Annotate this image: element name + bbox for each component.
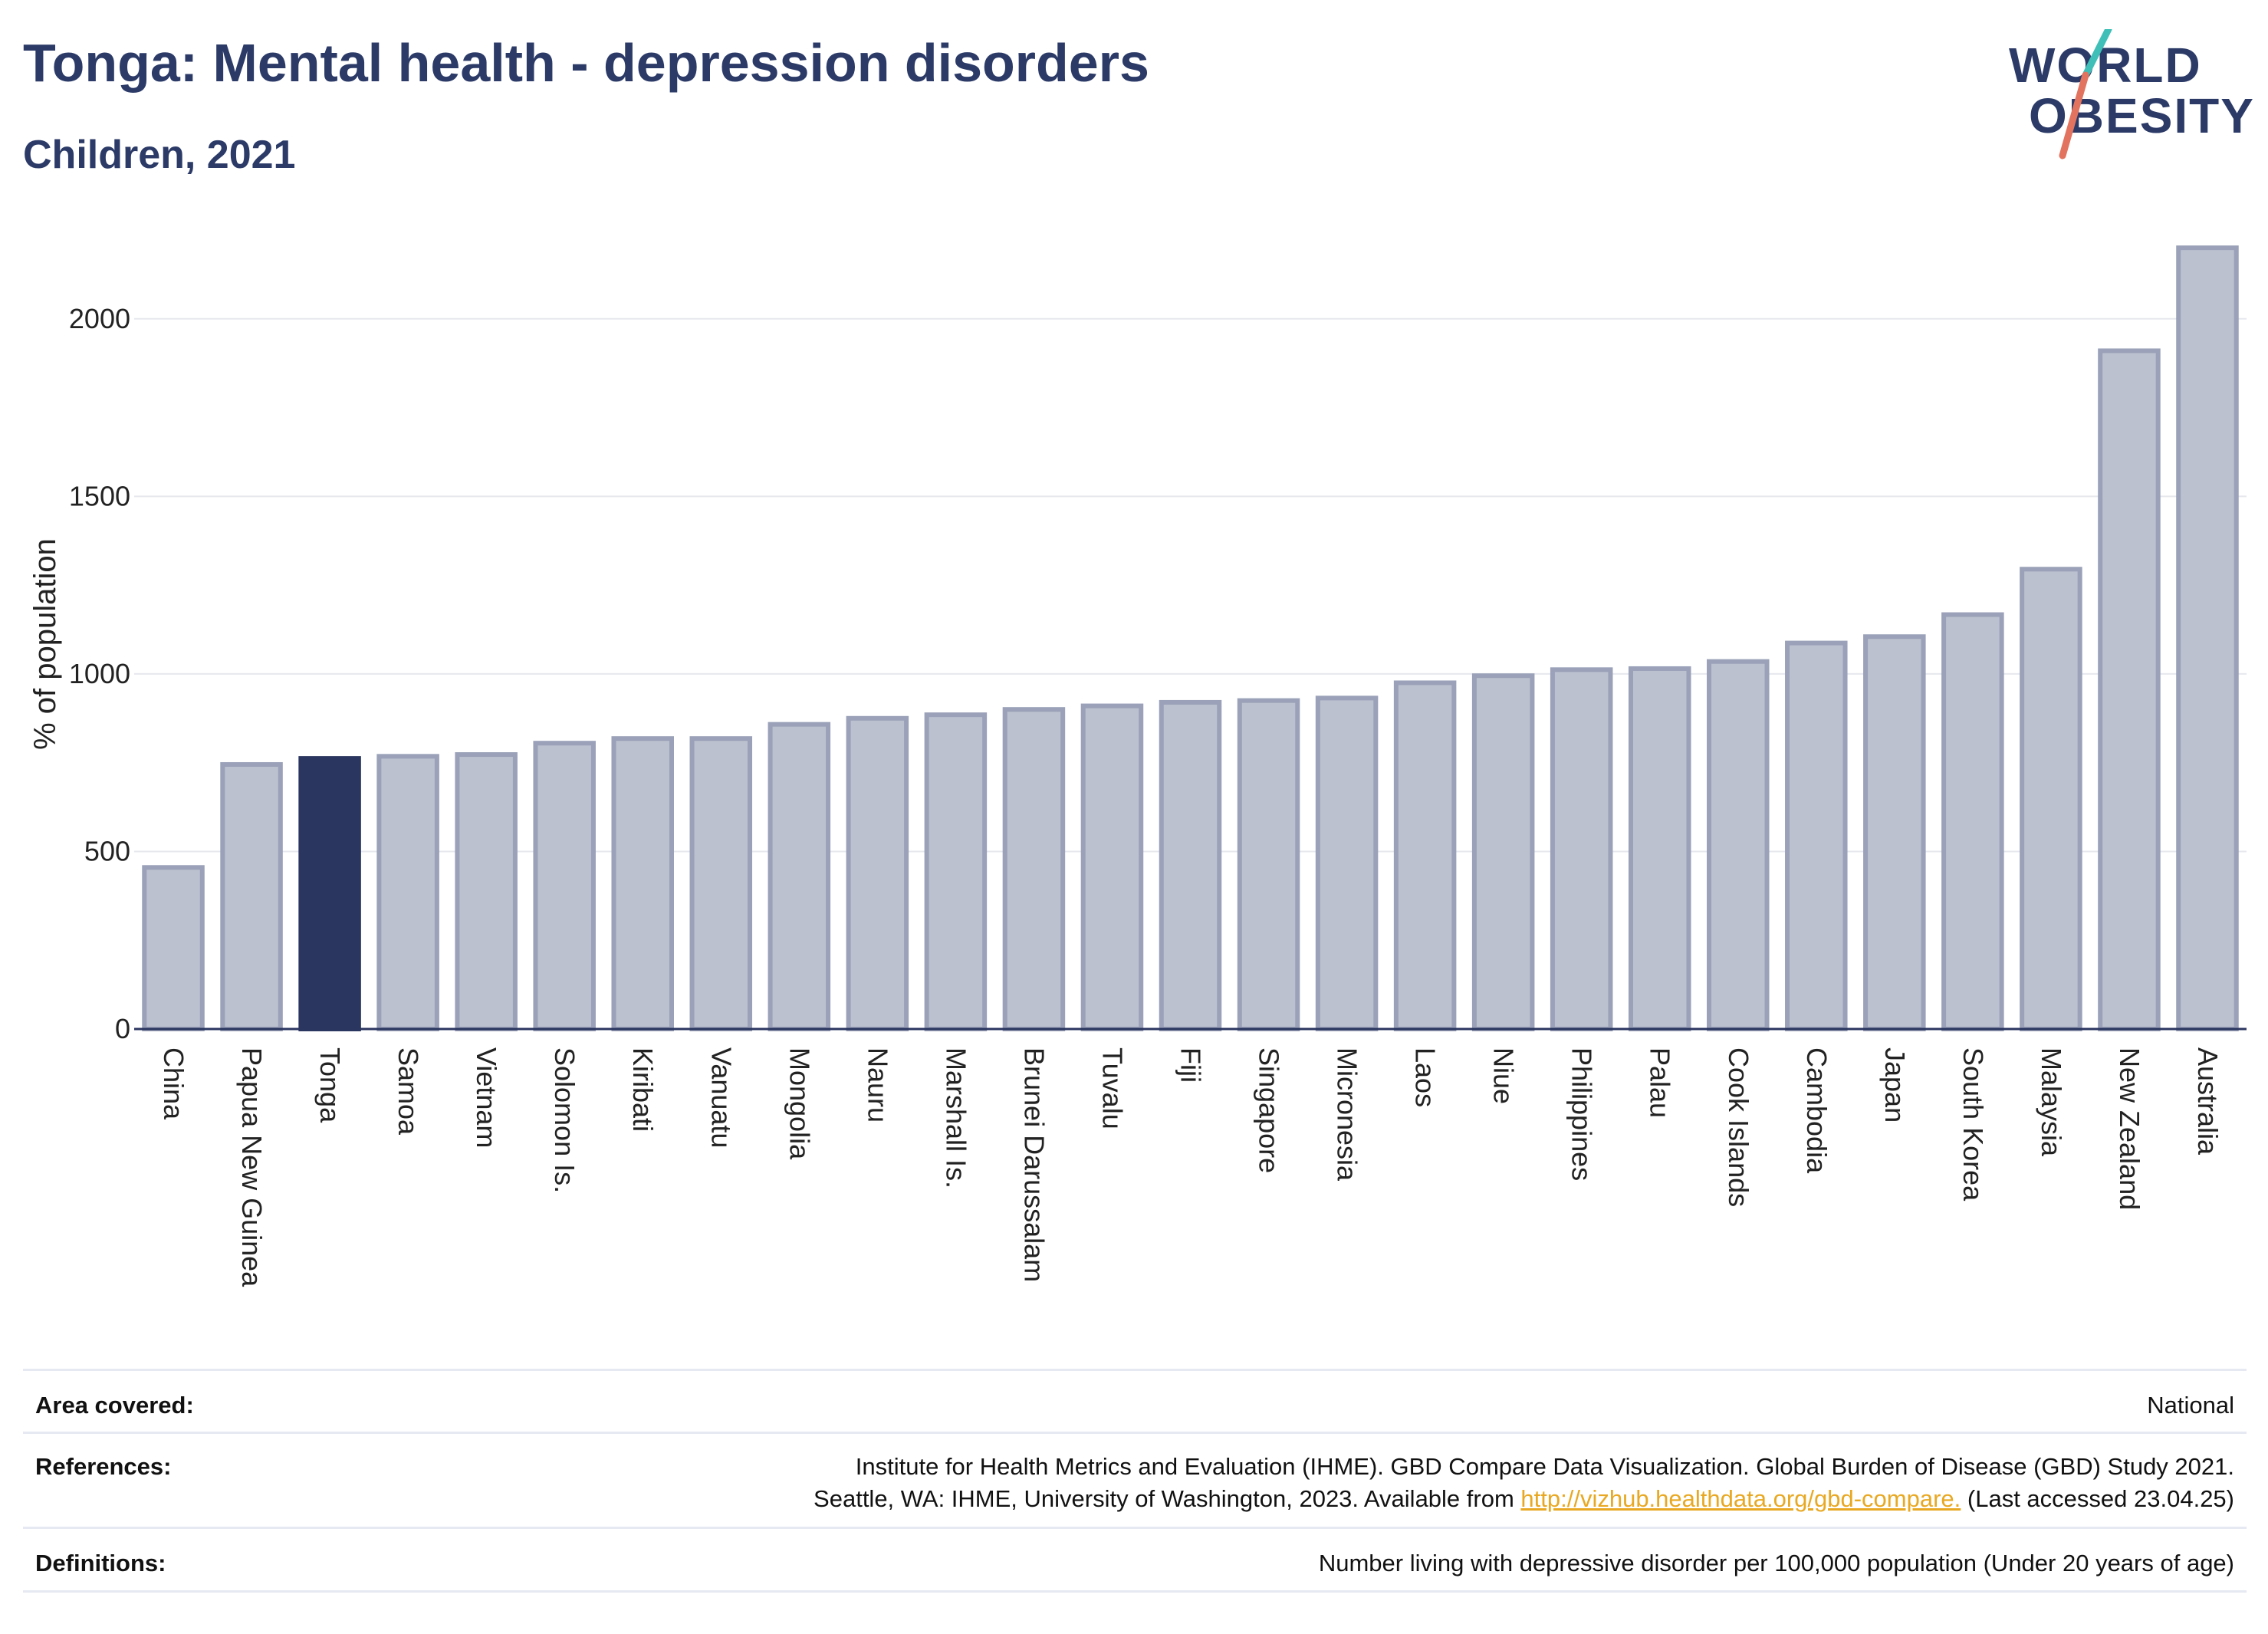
x-tick-label: New Zealand xyxy=(2114,1047,2145,1210)
bar-marshall-is xyxy=(924,712,988,1031)
x-tick-label: Fiji xyxy=(1175,1047,1207,1083)
bar-philippines xyxy=(1550,667,1613,1031)
bar-cambodia xyxy=(1785,640,1848,1031)
axes: 0 500 1000 1500 2000 China Papua New Guinea Ton… xyxy=(69,303,2247,1287)
x-tick-label: Laos xyxy=(1410,1047,1441,1107)
x-tick-label: Nauru xyxy=(862,1047,893,1123)
bar-samoa xyxy=(376,754,439,1032)
bar-palau xyxy=(1628,666,1691,1031)
x-tick-label: Cambodia xyxy=(1801,1047,1832,1174)
bar-kiribati xyxy=(611,736,674,1031)
info-table: Area covered: National References: Insti… xyxy=(23,1369,2247,1593)
x-tick-label: Marshall Is. xyxy=(940,1047,971,1189)
bar-nauru xyxy=(846,715,909,1031)
x-tick-label: Philippines xyxy=(1566,1047,1598,1181)
bar-vanuatu xyxy=(689,736,753,1031)
x-tick-label: Niue xyxy=(1488,1047,1520,1104)
references-link[interactable]: http://vizhub.healthdata.org/gbd-compare… xyxy=(1520,1485,1961,1512)
y-tick-label: 2000 xyxy=(69,303,130,334)
x-tick-label: Samoa xyxy=(393,1047,424,1136)
x-tick-label: Palau xyxy=(1645,1047,1676,1118)
chart-title: Tonga: Mental health - depression disord… xyxy=(23,33,1149,93)
x-tick-label: South Korea xyxy=(1957,1047,1989,1202)
bar-mongolia xyxy=(768,722,831,1032)
x-tick-label: Malaysia xyxy=(2036,1047,2067,1157)
definitions-value: Number living with depressive disorder p… xyxy=(1318,1550,2234,1576)
bar-japan xyxy=(1863,634,1926,1031)
y-tick-label: 1500 xyxy=(69,480,130,511)
x-tick-label: Tonga xyxy=(314,1047,346,1123)
y-tick-label: 1000 xyxy=(69,658,130,689)
bar-south-korea xyxy=(1941,612,2004,1031)
x-tick-label: Tuvalu xyxy=(1096,1047,1128,1129)
bar-tuvalu xyxy=(1080,703,1144,1032)
x-tick-label: Solomon Is. xyxy=(549,1047,580,1193)
bar-australia xyxy=(2176,245,2239,1031)
bar-cook-islands xyxy=(1707,659,1770,1031)
bar-singapore xyxy=(1237,698,1300,1031)
x-tick-label: Singapore xyxy=(1254,1047,1285,1173)
x-tick-label: Kiribati xyxy=(627,1047,659,1132)
x-tick-label: Cook Islands xyxy=(1723,1047,1754,1207)
references-line-1: Institute for Health Metrics and Evaluat… xyxy=(855,1453,2234,1480)
references-value: Institute for Health Metrics and Evaluat… xyxy=(814,1451,2247,1515)
y-tick-label: 0 xyxy=(115,1013,130,1044)
bar-laos xyxy=(1393,680,1457,1031)
bar-chart: 0 500 1000 1500 2000 China Papua New Guinea Ton… xyxy=(28,245,2247,1287)
bar-micronesia xyxy=(1315,695,1379,1031)
x-tick-label: Mongolia xyxy=(784,1047,815,1160)
bar-new-zealand xyxy=(2098,348,2161,1031)
references-line-2-pre: Seattle, WA: IHME, University of Washing… xyxy=(814,1485,1521,1512)
bar-papua-new-guinea xyxy=(220,761,283,1032)
logo-slash-icon xyxy=(2059,29,2112,159)
info-row-references: References: Institute for Health Metrics… xyxy=(23,1432,2247,1527)
y-tick-label: 500 xyxy=(84,835,130,866)
references-label: References: xyxy=(35,1453,172,1480)
bars xyxy=(142,245,2239,1032)
x-tick-label: Japan xyxy=(1879,1047,1911,1123)
bar-vietnam xyxy=(455,752,518,1032)
info-row-area: Area covered: National xyxy=(23,1369,2247,1432)
logo-line-1: WORLD xyxy=(2009,38,2202,93)
definitions-label: Definitions: xyxy=(35,1550,166,1576)
bar-malaysia xyxy=(2020,567,2082,1031)
x-tick-label: Micronesia xyxy=(1332,1047,1363,1182)
references-line-2-post: (Last accessed 23.04.25) xyxy=(1961,1485,2234,1512)
x-tick-label: Papua New Guinea xyxy=(236,1047,268,1287)
x-tick-label: Vietnam xyxy=(471,1047,502,1148)
x-tick-label: China xyxy=(158,1047,189,1120)
chart-subtitle: Children, 2021 xyxy=(23,133,296,177)
bar-niue xyxy=(1471,673,1535,1032)
bar-brunei-darussalam xyxy=(1002,707,1066,1031)
bar-fiji xyxy=(1159,699,1222,1032)
y-axis-label: % of population xyxy=(28,538,62,750)
area-label: Area covered: xyxy=(35,1392,194,1419)
x-tick-label: Australia xyxy=(2192,1047,2224,1156)
x-tick-label: Brunei Darussalam xyxy=(1018,1047,1050,1282)
world-obesity-logo: WORLD OBESITY xyxy=(2001,29,2254,167)
bar-solomon-is xyxy=(533,741,596,1031)
area-value: National xyxy=(2147,1392,2234,1419)
bar-china xyxy=(142,865,205,1031)
bar-tonga xyxy=(298,756,361,1031)
info-row-definitions: Definitions: Number living with depressi… xyxy=(23,1527,2247,1593)
x-tick-label: Vanuatu xyxy=(705,1047,737,1148)
